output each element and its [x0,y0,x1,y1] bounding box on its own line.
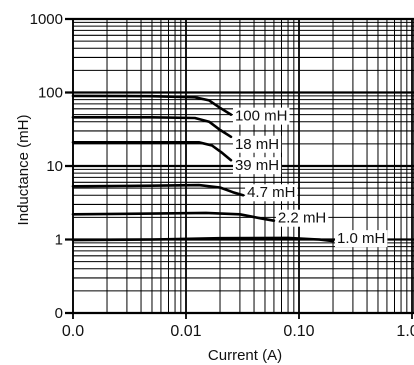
svg-text:2.2 mH: 2.2 mH [278,210,326,227]
x-tick-label: 0.10 [283,323,314,340]
series-label: 4.7 mH [245,184,297,201]
y-tick-label: 1 [55,232,63,249]
x-tick-label: 1.00 [396,323,414,340]
series-line [73,185,243,195]
y-tick-label: 100 [38,85,63,102]
x-tick-label: 0.0 [62,323,84,340]
svg-text:18 mH: 18 mH [235,136,279,153]
svg-text:39 mH: 39 mH [235,157,279,174]
y-axis-label: Inductance (mH) [15,115,32,226]
svg-text:100 mH: 100 mH [235,108,288,125]
series-label: 1.0 mH [335,230,387,247]
x-axis-label: Current (A) [208,347,282,364]
svg-text:4.7 mH: 4.7 mH [247,184,295,201]
y-tick-label: 0 [55,305,63,322]
svg-text:1.0 mH: 1.0 mH [337,230,385,247]
series-label: 39 mH [233,157,281,174]
series-line [73,213,274,221]
series-label: 2.2 mH [276,210,328,227]
series-label: 100 mH [233,108,290,125]
y-tick-label: 10 [46,158,63,175]
series-label: 18 mH [233,136,281,153]
y-tick-label: 1000 [30,11,63,28]
x-tick-label: 0.01 [170,323,201,340]
